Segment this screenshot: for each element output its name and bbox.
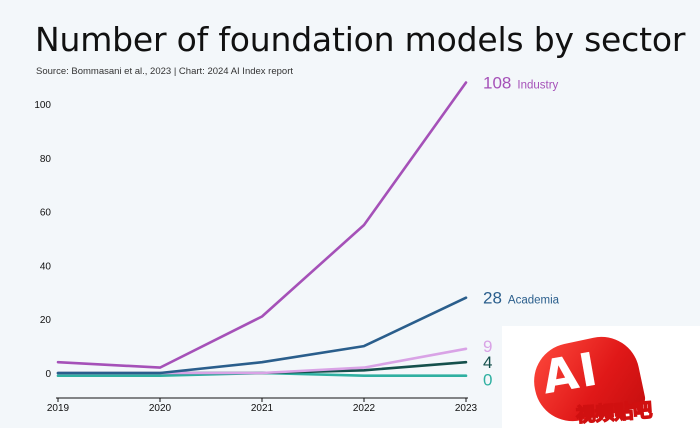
- series-end-label: 108 Industry: [483, 73, 559, 92]
- x-tick-label: 2021: [251, 403, 274, 414]
- series-end-label: 4: [483, 353, 492, 372]
- chart-source: Source: Bommasani et al., 2023 | Chart: …: [36, 66, 294, 77]
- y-tick-label: 40: [40, 261, 52, 272]
- watermark-logo: AI: [537, 341, 603, 405]
- x-tick-label: 2020: [149, 403, 172, 414]
- chart-title: Number of foundation models by sector: [35, 20, 686, 59]
- series-end-name: Academia: [508, 295, 560, 307]
- chart-axes: 0 20 40 60 80 100 2019 2020 2021 2022 2023: [34, 100, 477, 414]
- y-tick-label: 100: [34, 100, 51, 111]
- series-end-name: Industry: [517, 79, 558, 91]
- series-end-label: 0: [483, 371, 492, 390]
- chart-end-labels: 108 Industry 28 Academia 940: [483, 73, 560, 389]
- series-end-value: 28: [483, 289, 502, 308]
- series-line: [56, 81, 468, 369]
- series-end-value: 0: [483, 371, 492, 390]
- series-line: [56, 360, 468, 375]
- watermark-text: 视频贴吧: [575, 399, 654, 428]
- x-tick-label: 2023: [455, 403, 478, 414]
- series-end-value: 4: [483, 353, 492, 372]
- y-tick-label: 0: [45, 369, 51, 380]
- series-line: [56, 296, 468, 375]
- series-end-value: 9: [483, 337, 492, 356]
- series-end-value: 108: [483, 73, 511, 92]
- series-end-label: 9: [483, 337, 492, 356]
- x-tick-label: 2019: [47, 403, 70, 414]
- y-tick-label: 60: [40, 208, 52, 219]
- y-tick-label: 20: [40, 315, 52, 326]
- x-tick-label: 2022: [353, 403, 376, 414]
- y-tick-label: 80: [40, 154, 52, 165]
- watermark: AI 视频贴吧: [502, 326, 700, 428]
- series-end-label: 28 Academia: [483, 289, 560, 308]
- chart-lines: [56, 81, 468, 378]
